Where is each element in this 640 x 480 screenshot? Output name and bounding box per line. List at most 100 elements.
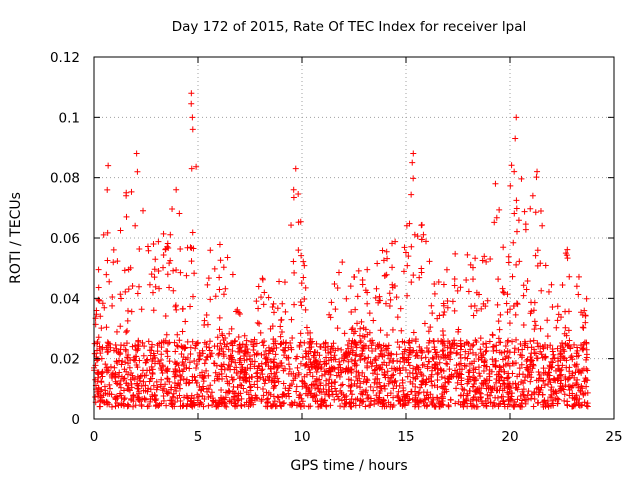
data-point — [416, 343, 423, 350]
data-point — [388, 365, 395, 372]
data-point — [95, 284, 102, 291]
data-point — [170, 394, 177, 401]
data-point — [395, 388, 402, 395]
data-point — [484, 297, 491, 304]
data-point — [238, 395, 245, 402]
data-point — [268, 378, 275, 385]
data-point — [554, 374, 561, 381]
data-point — [523, 358, 530, 365]
data-point — [454, 349, 461, 356]
data-point — [410, 272, 417, 279]
data-point — [346, 337, 353, 344]
data-point — [568, 353, 575, 360]
data-point — [439, 390, 446, 397]
data-point — [164, 348, 171, 355]
data-point — [465, 378, 472, 385]
data-point — [511, 168, 518, 175]
data-point — [402, 249, 409, 256]
data-point — [113, 348, 120, 355]
data-point — [299, 378, 306, 385]
data-point — [123, 213, 130, 220]
data-point — [369, 370, 376, 377]
data-point — [163, 402, 170, 409]
data-point — [111, 364, 118, 371]
data-point — [276, 278, 283, 285]
data-point — [456, 361, 463, 368]
data-point — [546, 372, 553, 379]
data-point — [580, 346, 587, 353]
data-point — [155, 238, 162, 245]
data-point — [343, 365, 350, 372]
data-point — [281, 400, 288, 407]
data-point — [203, 343, 210, 350]
data-point — [418, 221, 425, 228]
data-point — [169, 403, 176, 410]
data-point — [269, 323, 276, 330]
data-point — [532, 209, 539, 216]
data-point — [351, 362, 358, 369]
data-point — [151, 360, 158, 367]
data-point — [265, 398, 272, 405]
data-point — [189, 293, 196, 300]
data-point — [305, 356, 312, 363]
data-point — [562, 374, 569, 381]
data-point — [128, 188, 135, 195]
data-point — [307, 403, 314, 410]
data-point — [129, 343, 136, 350]
data-point — [159, 370, 166, 377]
data-point — [434, 394, 441, 401]
data-point — [149, 370, 156, 377]
data-point — [140, 352, 147, 359]
data-point — [366, 329, 373, 336]
data-point — [182, 318, 189, 325]
data-point — [99, 300, 106, 307]
data-point — [526, 371, 533, 378]
data-point — [440, 311, 447, 318]
data-point — [98, 325, 105, 332]
data-point — [138, 306, 145, 313]
data-point — [168, 384, 175, 391]
data-point — [565, 327, 572, 334]
data-point — [484, 395, 491, 402]
data-point — [394, 392, 401, 399]
data-point — [92, 394, 99, 401]
data-point — [359, 281, 366, 288]
data-point — [548, 384, 555, 391]
data-point — [521, 377, 528, 384]
data-point — [357, 337, 364, 344]
data-point — [468, 303, 475, 310]
data-point — [574, 344, 581, 351]
data-point — [357, 325, 364, 332]
data-point — [160, 393, 167, 400]
x-tick-label: 15 — [397, 429, 414, 445]
data-point — [364, 395, 371, 402]
data-point — [246, 378, 253, 385]
data-point — [492, 180, 499, 187]
data-point — [128, 369, 135, 376]
data-point — [254, 350, 261, 357]
data-point — [212, 369, 219, 376]
data-point — [153, 378, 160, 385]
data-point — [187, 303, 194, 310]
data-point — [408, 388, 415, 395]
data-point — [141, 395, 148, 402]
data-point — [445, 375, 452, 382]
data-point — [513, 114, 520, 121]
data-point — [376, 353, 383, 360]
data-point — [490, 347, 497, 354]
data-point — [372, 294, 379, 301]
data-point — [559, 383, 566, 390]
data-point — [193, 380, 200, 387]
data-point — [470, 276, 477, 283]
data-point — [206, 338, 213, 345]
data-point — [236, 311, 243, 318]
data-point — [172, 302, 179, 309]
data-point — [413, 363, 420, 370]
data-point — [497, 339, 504, 346]
y-tick-label: 0.12 — [50, 50, 80, 66]
data-point — [194, 397, 201, 404]
data-point — [264, 356, 271, 363]
data-point — [434, 384, 441, 391]
data-point — [307, 348, 314, 355]
data-point — [250, 346, 257, 353]
